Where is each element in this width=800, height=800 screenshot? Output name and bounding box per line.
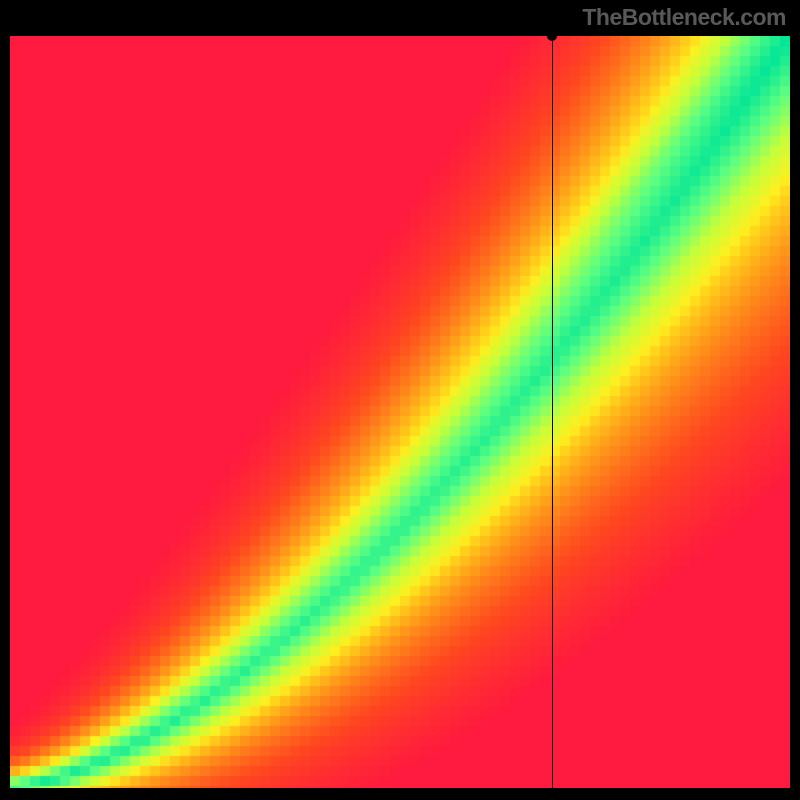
heatmap-plot (10, 36, 790, 788)
heatmap-canvas (10, 36, 790, 788)
credit-label: TheBottleneck.com (582, 4, 786, 31)
figure-root: TheBottleneck.com (0, 0, 800, 800)
marker-vertical-line (552, 36, 553, 788)
